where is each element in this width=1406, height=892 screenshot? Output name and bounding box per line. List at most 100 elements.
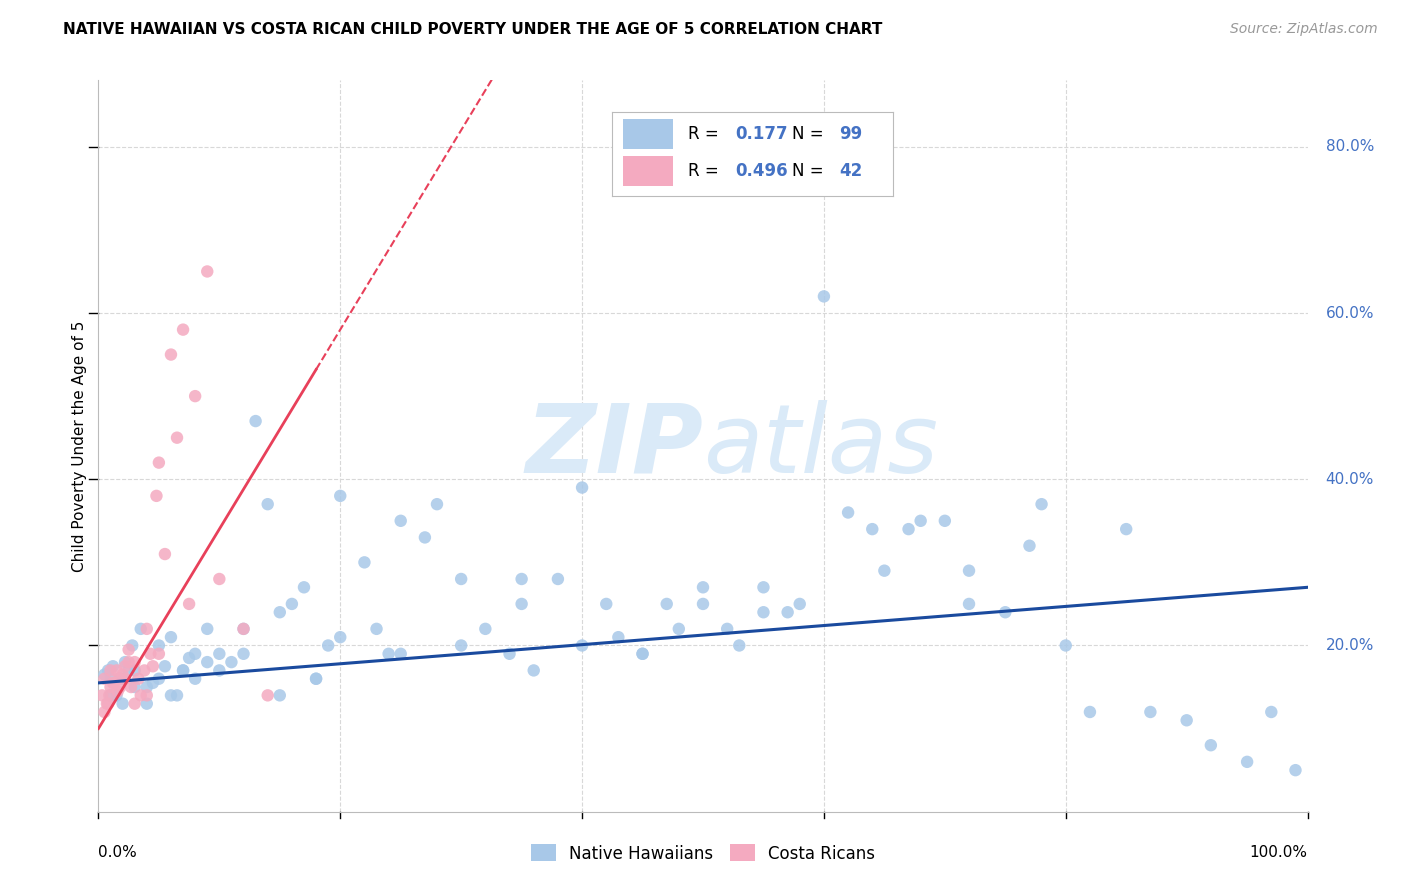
Native Hawaiians [1236,755,1258,769]
Native Hawaiians [135,697,157,711]
Native Hawaiians [184,672,207,686]
Native Hawaiians [179,651,201,665]
Native Hawaiians [101,659,124,673]
Costa Ricans [195,264,218,278]
Costa Ricans [105,664,128,678]
Native Hawaiians [631,647,654,661]
Costa Ricans [118,655,141,669]
Native Hawaiians [172,664,194,678]
Native Hawaiians [934,514,956,528]
Native Hawaiians [97,664,120,678]
Bar [623,120,673,149]
Native Hawaiians [571,481,593,495]
Text: R =: R = [688,125,724,143]
Native Hawaiians [668,622,690,636]
Native Hawaiians [450,639,472,653]
Native Hawaiians [655,597,678,611]
Native Hawaiians [232,622,254,636]
Native Hawaiians [1054,639,1077,653]
Native Hawaiians [957,564,980,578]
Native Hawaiians [426,497,449,511]
Native Hawaiians [305,672,328,686]
Text: 42: 42 [839,162,863,180]
Native Hawaiians [1031,497,1053,511]
Costa Ricans [107,684,129,698]
Costa Ricans [166,431,188,445]
Native Hawaiians [208,647,231,661]
Costa Ricans [153,547,176,561]
Native Hawaiians [221,655,243,669]
Native Hawaiians [135,680,157,694]
Native Hawaiians [897,522,920,536]
Native Hawaiians [1260,705,1282,719]
Costa Ricans [160,347,183,362]
Native Hawaiians [292,580,315,594]
Native Hawaiians [148,639,170,653]
Text: 100.0%: 100.0% [1250,845,1308,860]
Native Hawaiians [607,630,630,644]
Native Hawaiians [111,697,134,711]
Native Hawaiians [377,647,399,661]
Native Hawaiians [389,647,412,661]
Costa Ricans [124,655,146,669]
Text: atlas: atlas [703,400,938,492]
Native Hawaiians [837,506,859,520]
Costa Ricans [172,323,194,337]
Text: R =: R = [688,162,724,180]
Native Hawaiians [118,664,141,678]
Costa Ricans [103,676,125,690]
Native Hawaiians [571,639,593,653]
Native Hawaiians [595,597,617,611]
Native Hawaiians [474,622,496,636]
Costa Ricans [135,689,157,703]
Costa Ricans [148,456,170,470]
Costa Ricans [256,689,278,703]
Native Hawaiians [316,639,339,653]
Native Hawaiians [1115,522,1137,536]
Native Hawaiians [100,689,122,703]
Text: 0.177: 0.177 [735,125,787,143]
Native Hawaiians [269,689,291,703]
Costa Ricans [108,672,131,686]
Costa Ricans [184,389,207,403]
Native Hawaiians [124,664,146,678]
Native Hawaiians [1199,738,1222,752]
Costa Ricans [145,489,167,503]
Native Hawaiians [305,672,328,686]
Native Hawaiians [160,630,183,644]
Costa Ricans [129,689,152,703]
Text: 0.0%: 0.0% [98,845,138,860]
Costa Ricans [93,705,115,719]
Native Hawaiians [353,555,375,569]
Bar [623,156,673,186]
Costa Ricans [142,659,165,673]
Text: 40.0%: 40.0% [1326,472,1374,487]
Native Hawaiians [910,514,932,528]
Native Hawaiians [716,622,738,636]
Native Hawaiians [124,680,146,694]
Costa Ricans [148,647,170,661]
Costa Ricans [118,642,141,657]
Native Hawaiians [510,572,533,586]
Text: 20.0%: 20.0% [1326,638,1374,653]
Costa Ricans [114,659,136,673]
Costa Ricans [135,622,157,636]
Costa Ricans [101,676,124,690]
Native Hawaiians [100,672,122,686]
Native Hawaiians [413,530,436,544]
Native Hawaiians [523,664,546,678]
Native Hawaiians [129,622,152,636]
Native Hawaiians [245,414,267,428]
Costa Ricans [97,697,120,711]
Native Hawaiians [728,639,751,653]
Text: N =: N = [792,162,828,180]
Native Hawaiians [160,689,183,703]
Native Hawaiians [1018,539,1040,553]
Native Hawaiians [281,597,304,611]
Text: 0.496: 0.496 [735,162,787,180]
Text: NATIVE HAWAIIAN VS COSTA RICAN CHILD POVERTY UNDER THE AGE OF 5 CORRELATION CHAR: NATIVE HAWAIIAN VS COSTA RICAN CHILD POV… [63,22,883,37]
Native Hawaiians [498,647,520,661]
Native Hawaiians [1139,705,1161,719]
Native Hawaiians [776,605,799,619]
Costa Ricans [208,572,231,586]
